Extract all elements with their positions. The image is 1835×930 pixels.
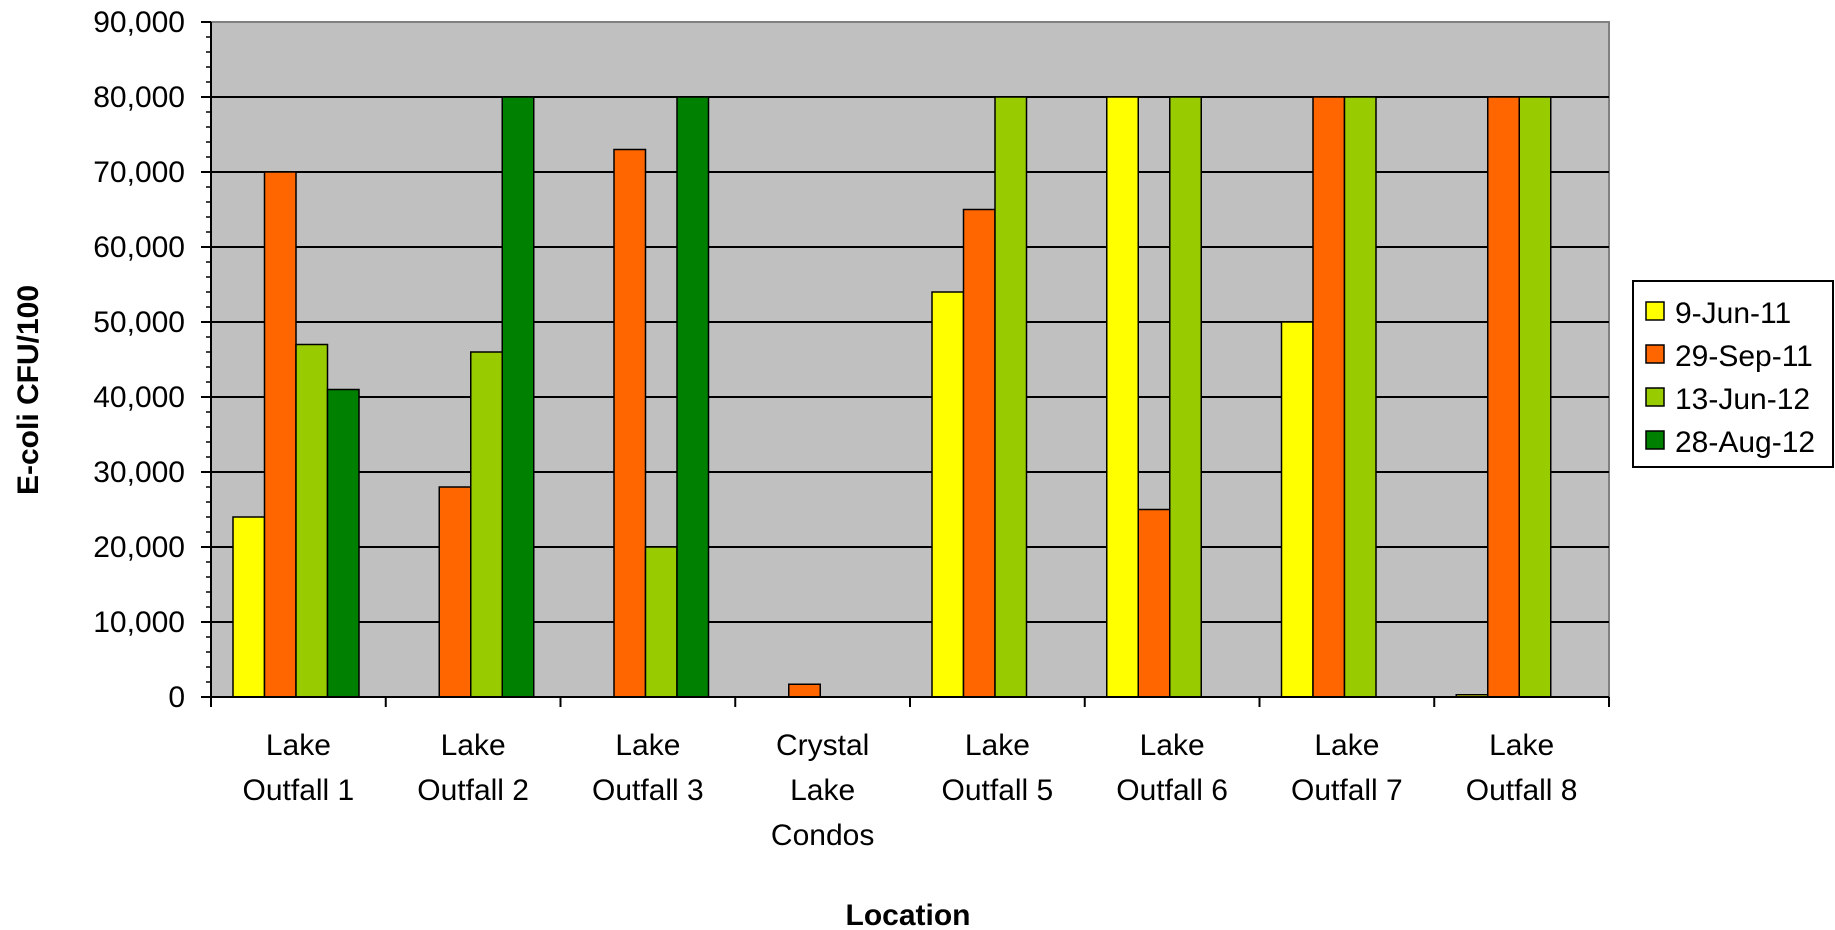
bar <box>501 96 535 698</box>
legend-label: 9-Jun-11 <box>1675 297 1791 330</box>
category-label: Outfall 2 <box>417 774 529 807</box>
bar <box>788 683 821 698</box>
legend-swatch <box>1645 301 1665 321</box>
y-tick-label: 90,000 <box>93 6 185 39</box>
bar <box>1137 508 1171 698</box>
legend: 9-Jun-11 29-Sep-11 13-Jun-12 28-Aug-12 <box>1632 280 1834 468</box>
legend-swatch <box>1645 344 1665 364</box>
legend-swatch <box>1645 387 1665 407</box>
category-labels: Lake Outfall 1 Lake Outfall 2 Lake Outfall 3 C… <box>243 729 1578 852</box>
bar <box>962 208 996 698</box>
bar <box>1518 96 1552 698</box>
axes <box>201 21 1610 707</box>
y-tick-label: 20,000 <box>93 531 185 564</box>
bar <box>1343 96 1377 698</box>
category-label: Outfall 6 <box>1116 774 1228 807</box>
legend-label: 13-Jun-12 <box>1675 383 1810 416</box>
bar <box>994 96 1028 698</box>
bar <box>470 351 503 698</box>
bar <box>1280 321 1314 698</box>
bar <box>1312 96 1346 698</box>
bar <box>1106 96 1139 698</box>
category-label: Lake <box>1489 729 1554 762</box>
category-label: Lake <box>1314 729 1379 762</box>
category-label: Lake <box>965 729 1030 762</box>
y-tick-label: 30,000 <box>93 456 185 489</box>
y-tick-label: 0 <box>168 681 185 714</box>
bar <box>644 546 678 698</box>
x-axis-title: Location <box>846 899 971 930</box>
category-label: Outfall 1 <box>243 774 355 807</box>
category-label: Lake <box>441 729 506 762</box>
legend-swatch <box>1645 430 1665 450</box>
category-label: Crystal <box>776 729 869 762</box>
category-label: Lake <box>1140 729 1205 762</box>
bar <box>295 343 329 698</box>
category-label: Lake <box>615 729 680 762</box>
category-label: Lake <box>790 774 855 807</box>
bar <box>232 516 266 698</box>
category-label: Condos <box>771 819 874 852</box>
y-tick-label: 60,000 <box>93 231 185 264</box>
y-tick-label: 80,000 <box>93 81 185 114</box>
bars <box>232 96 1552 698</box>
category-label: Outfall 3 <box>592 774 704 807</box>
category-label: Lake <box>266 729 331 762</box>
bar <box>326 388 360 698</box>
bar <box>263 171 297 698</box>
bar <box>613 148 647 698</box>
legend-label: 28-Aug-12 <box>1675 426 1815 459</box>
category-label: Outfall 8 <box>1466 774 1578 807</box>
legend-label: 29-Sep-11 <box>1675 340 1813 373</box>
y-tick-label: 70,000 <box>93 156 185 189</box>
bar <box>676 96 710 698</box>
legend-box <box>1632 280 1834 468</box>
plot-area <box>210 21 1610 698</box>
category-label: Outfall 5 <box>942 774 1054 807</box>
bar <box>931 291 965 698</box>
y-tick-label: 50,000 <box>93 306 185 339</box>
category-label: Outfall 7 <box>1291 774 1403 807</box>
bar <box>1169 96 1202 698</box>
bar <box>1487 96 1520 698</box>
y-tick-label: 10,000 <box>93 606 185 639</box>
y-tick-label: 40,000 <box>93 381 185 414</box>
y-axis-title: E-coli CFU/100 <box>12 285 45 495</box>
y-tick-labels: 0 10,000 20,000 30,000 40,000 50,000 60,000 70,… <box>93 6 185 714</box>
bar <box>438 486 472 698</box>
